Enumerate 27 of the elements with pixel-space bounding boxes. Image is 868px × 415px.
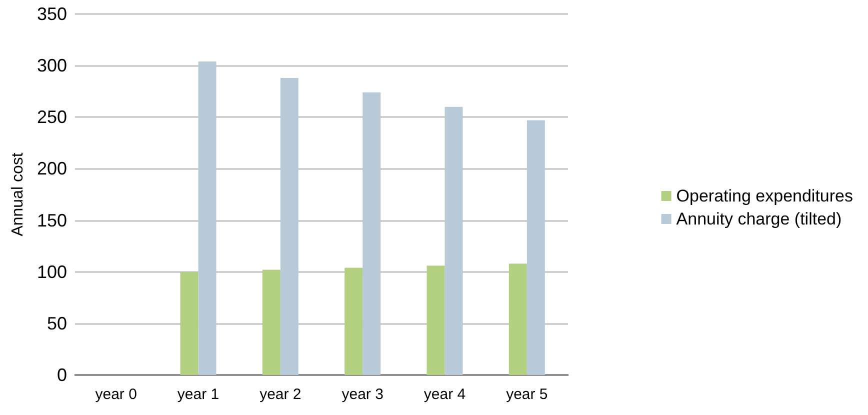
legend-label: Annuity charge (tilted) [676, 210, 842, 228]
bar [180, 272, 198, 375]
y-axis-title: Annual cost [10, 152, 27, 236]
y-tick-label: 250 [36, 107, 67, 128]
bar [362, 92, 381, 375]
x-tick-label: year 4 [424, 386, 466, 403]
y-tick-label: 150 [36, 210, 67, 230]
x-tick-label: year 1 [177, 386, 220, 403]
y-tick-label: 50 [46, 313, 67, 334]
bar [344, 268, 363, 375]
bar [426, 266, 445, 375]
y-tick-label: 200 [36, 158, 67, 179]
bar [526, 120, 545, 375]
x-tick-label: year 3 [342, 386, 384, 403]
y-tick-label: 300 [36, 56, 67, 76]
bar [198, 61, 216, 375]
y-tick-label: 100 [36, 262, 67, 282]
bar [444, 106, 463, 375]
y-tick-label: 350 [36, 4, 67, 24]
x-tick-label: year 5 [506, 386, 548, 403]
bar [262, 270, 280, 375]
x-tick-label: year 2 [260, 386, 302, 403]
bar [280, 78, 298, 375]
bar [508, 264, 527, 375]
x-tick-label: year 0 [95, 386, 137, 403]
y-tick-label: 0 [56, 365, 67, 385]
legend-label: Operating expenditures [676, 186, 854, 206]
